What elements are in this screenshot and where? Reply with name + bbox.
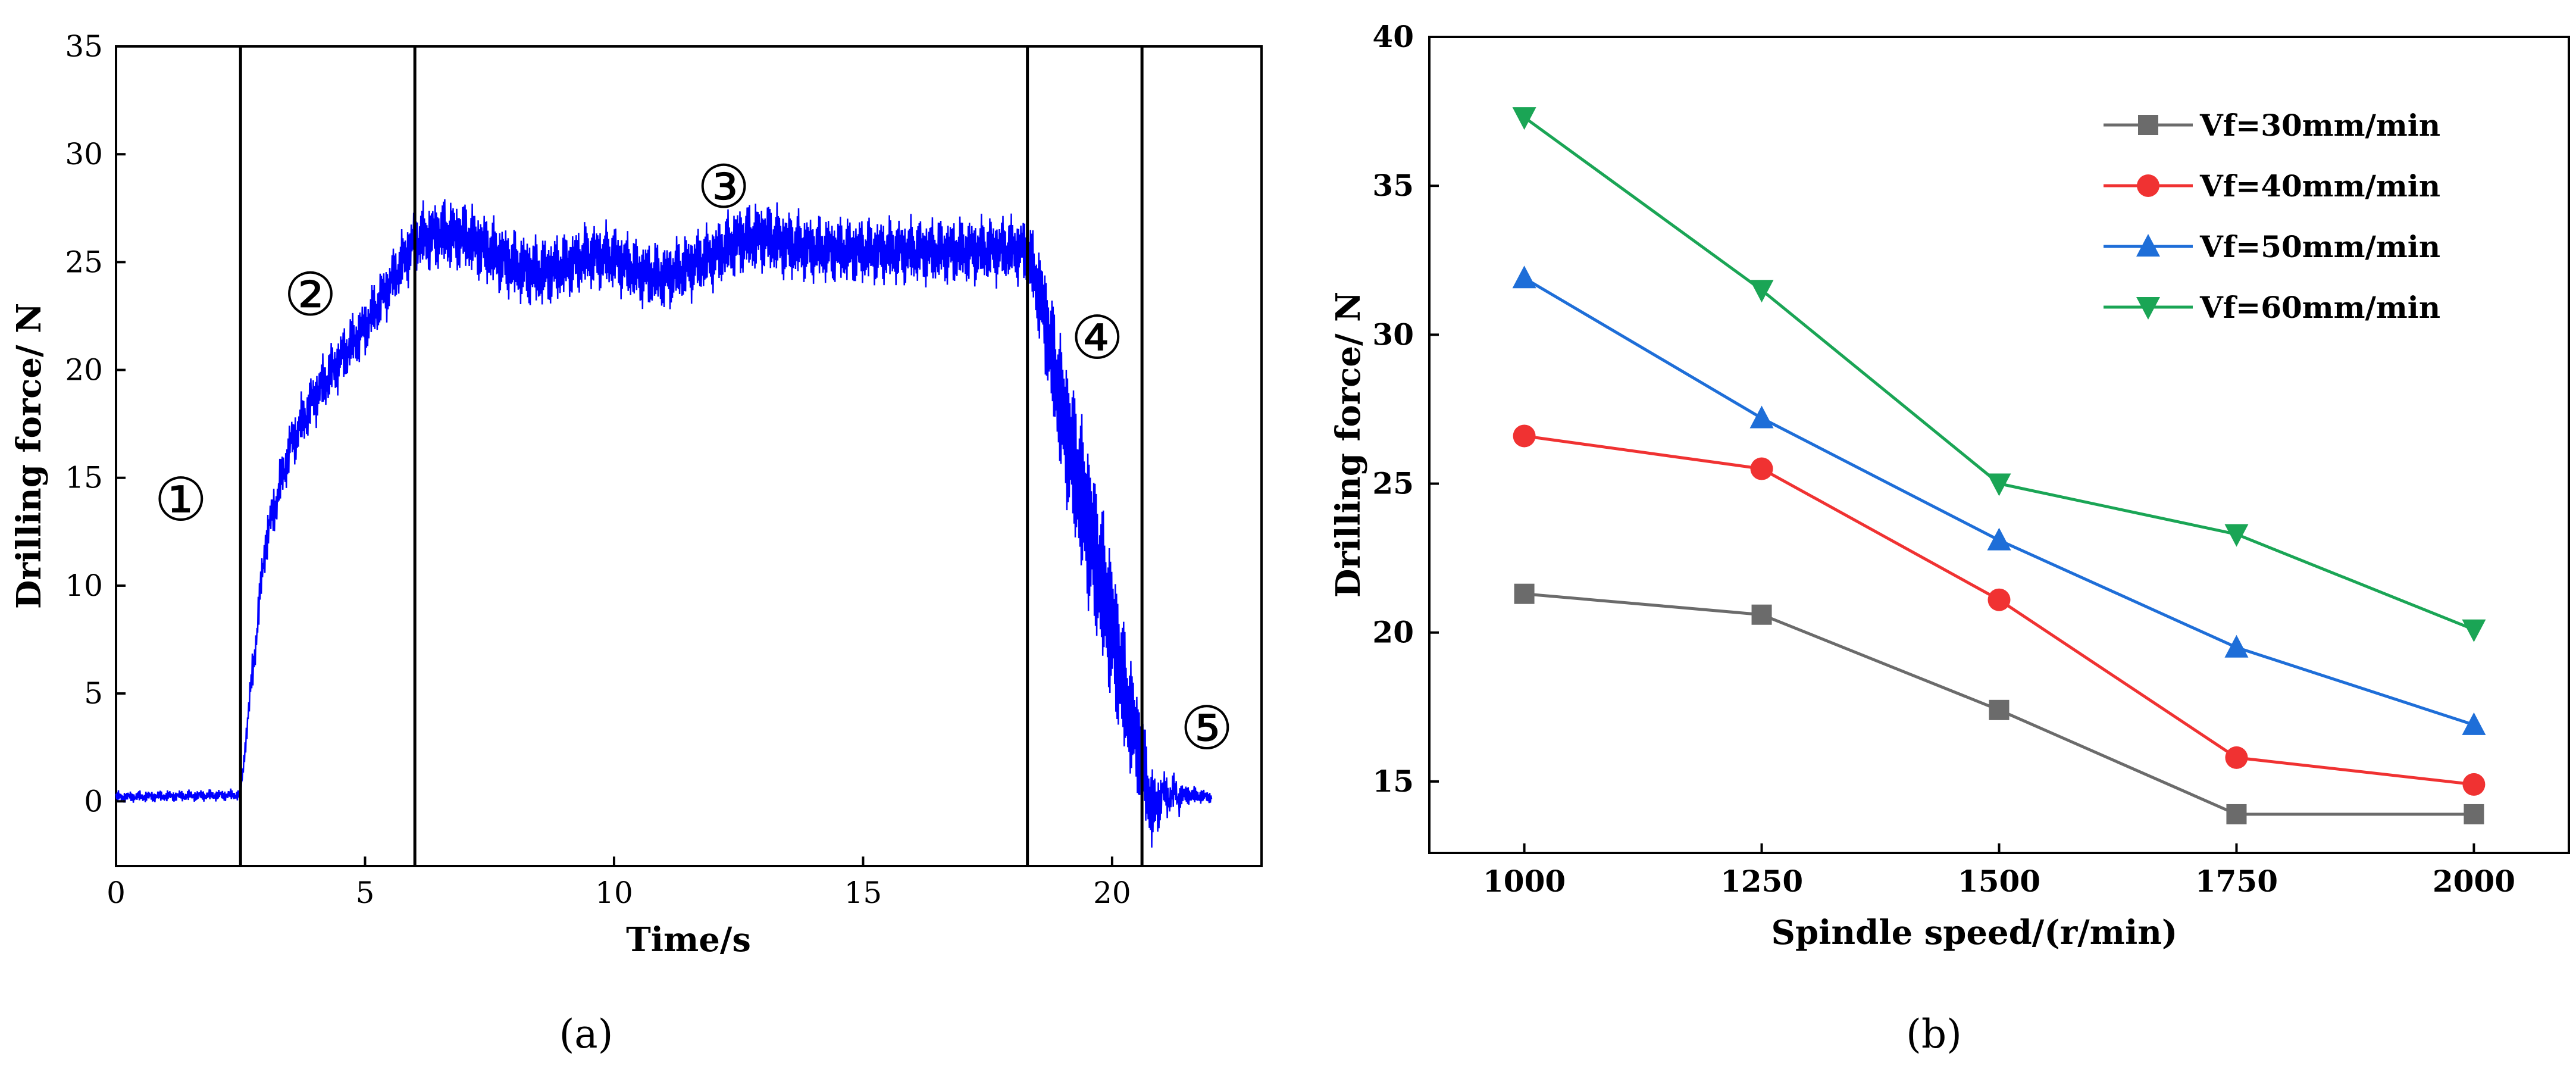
chart-b-frame (1428, 36, 2570, 854)
legend-marker (2136, 234, 2160, 257)
chart-a-signal-line (115, 199, 1213, 848)
chart-b-ytick-label: 20 (1372, 615, 1414, 650)
legend-label: Vf=40mm/min (2199, 168, 2440, 204)
chart-b-point (1512, 107, 1536, 130)
chart-b-xtick-label: 1250 (1720, 864, 1803, 899)
chart-b-point (2224, 634, 2249, 658)
chart-a-xtick-label: 20 (1093, 876, 1131, 910)
chart-a-phase-label: ② (284, 260, 337, 330)
chart-a-xtick-label: 0 (107, 876, 126, 910)
chart-b-point (1987, 473, 2011, 496)
chart-a-ytick-label: 5 (84, 676, 103, 711)
chart-b-ytick-label: 25 (1372, 466, 1414, 501)
chart-a-axes: 0 5 10 15 20 0 5 10 15 20 25 30 35 (65, 29, 1131, 910)
chart-b-point (2225, 746, 2248, 769)
chart-b-point (1749, 280, 1774, 303)
chart-a-ylabel: Drilling force/ N (10, 303, 49, 609)
legend-marker (2136, 297, 2160, 320)
chart-a: ① ② ③ ④ ⑤ 0 5 10 15 20 0 5 10 15 20 25 30 35 Time/s Dril… (10, 29, 1263, 1057)
chart-b-point (1989, 699, 2010, 720)
legend-marker (2138, 115, 2158, 135)
chart-a-xlabel: Time/s (626, 920, 751, 959)
chart-b-series-line-3 (1523, 277, 2475, 727)
chart-a-ytick-label: 20 (65, 353, 103, 387)
chart-b-point (2462, 712, 2486, 735)
chart-b-series (1512, 107, 2486, 824)
chart-b-axes: 1000 1250 1500 1750 2000 15 20 25 30 35 40 (1372, 19, 2515, 899)
chart-a-frame (115, 45, 1263, 867)
chart-b-point (1749, 405, 1774, 429)
chart-a-phase-label: ① (154, 465, 208, 534)
chart-b-point (1512, 265, 1536, 289)
chart-a-ytick-label: 30 (65, 137, 103, 171)
chart-b-point (1513, 424, 1536, 448)
chart-a-phase-label: ③ (697, 152, 750, 222)
chart-a-ytick-label: 10 (65, 568, 103, 603)
chart-b-point (2462, 619, 2486, 642)
chart-b-point (2224, 524, 2249, 547)
chart-b-ytick-label: 15 (1372, 764, 1414, 799)
chart-b-point (1987, 588, 2011, 611)
chart-a-ytick-label: 25 (65, 245, 103, 279)
chart-a-ytick-label: 35 (65, 29, 103, 64)
legend-label: Vf=30mm/min (2199, 108, 2440, 143)
chart-a-ytick-label: 0 (84, 784, 103, 818)
chart-b-xtick-label: 2000 (2433, 864, 2515, 899)
chart-b-xtick-label: 1500 (1958, 864, 2040, 899)
chart-b-ytick-label: 40 (1372, 19, 1414, 54)
chart-b-point (2464, 804, 2484, 824)
legend-label: Vf=50mm/min (2199, 229, 2440, 264)
chart-b-xlabel: Spindle speed/(r/min) (1771, 913, 2178, 952)
chart-b-point (1750, 457, 1773, 480)
legend-marker (2137, 174, 2159, 197)
chart-b-point (1987, 527, 2011, 551)
chart-b-point (2226, 804, 2247, 824)
legend-label: Vf=60mm/min (2199, 290, 2440, 325)
chart-b-xtick-label: 1000 (1483, 864, 1566, 899)
chart-b-point (1514, 583, 1535, 604)
chart-a-xtick-label: 10 (595, 876, 633, 910)
panel-b-label: (b) (1906, 1011, 1962, 1057)
chart-b-ylabel: Drilling force/ N (1329, 292, 1368, 598)
chart-b-point (2462, 773, 2486, 796)
panel-a-label: (a) (559, 1011, 614, 1057)
chart-b-legend: Vf=30mm/min Vf=40mm/min Vf=50mm/min Vf=60mm… (2104, 108, 2440, 325)
chart-a-phase-label: ⑤ (1180, 693, 1234, 763)
chart-b: 1000 1250 1500 1750 2000 15 20 25 30 35 40 Vf=30mm… (1329, 19, 2570, 1057)
chart-b-ytick-label: 35 (1372, 168, 1414, 203)
chart-b-xtick-label: 1750 (2195, 864, 2278, 899)
chart-b-ytick-label: 30 (1372, 317, 1414, 352)
chart-b-point (1751, 604, 1772, 625)
chart-a-ytick-label: 15 (65, 461, 103, 495)
chart-a-xtick-label: 5 (356, 876, 375, 910)
chart-a-plot-area: ① ② ③ ④ ⑤ (115, 46, 1234, 866)
chart-a-xtick-label: 15 (844, 876, 882, 910)
chart-a-phase-label: ④ (1071, 303, 1124, 373)
